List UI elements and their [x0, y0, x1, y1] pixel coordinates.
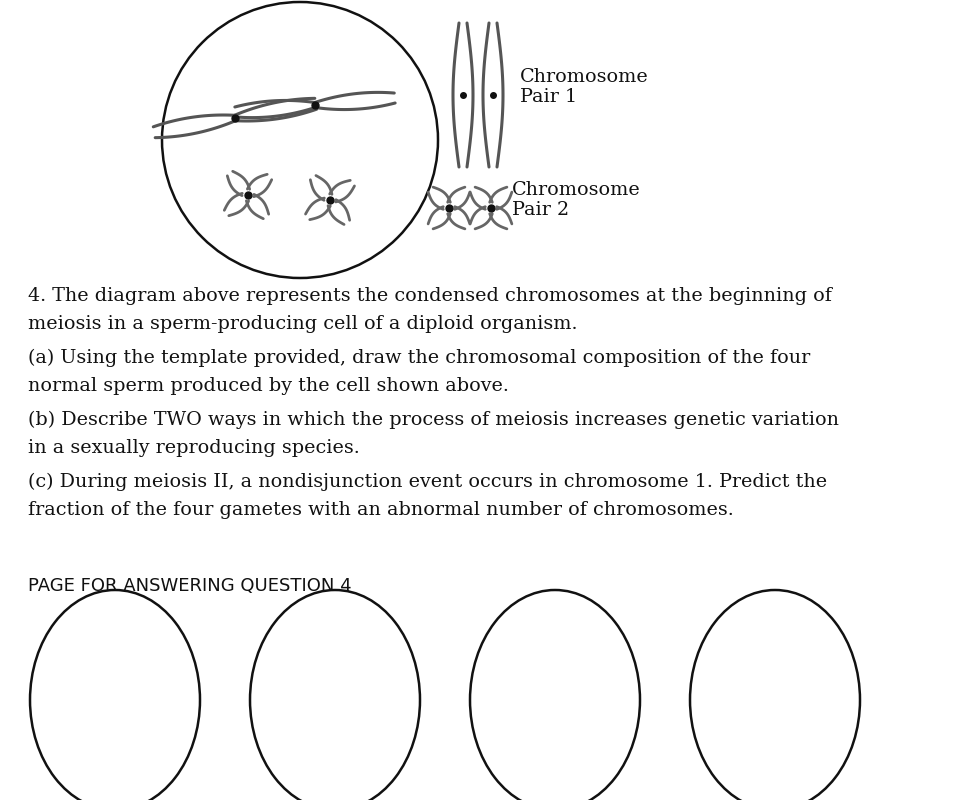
Text: Chromosome
Pair 1: Chromosome Pair 1: [520, 68, 649, 106]
Text: Chromosome
Pair 2: Chromosome Pair 2: [512, 181, 641, 219]
Text: PAGE FOR ANSWERING QUESTION 4: PAGE FOR ANSWERING QUESTION 4: [28, 577, 351, 595]
Text: meiosis in a sperm-producing cell of a diploid organism.: meiosis in a sperm-producing cell of a d…: [28, 315, 578, 333]
Text: normal sperm produced by the cell shown above.: normal sperm produced by the cell shown …: [28, 377, 508, 395]
Text: (a) Using the template provided, draw the chromosomal composition of the four: (a) Using the template provided, draw th…: [28, 349, 810, 367]
Text: in a sexually reproducing species.: in a sexually reproducing species.: [28, 439, 360, 457]
Text: (c) During meiosis II, a nondisjunction event occurs in chromosome 1. Predict th: (c) During meiosis II, a nondisjunction …: [28, 473, 827, 491]
Text: 4. The diagram above represents the condensed chromosomes at the beginning of: 4. The diagram above represents the cond…: [28, 287, 832, 305]
Text: fraction of the four gametes with an abnormal number of chromosomes.: fraction of the four gametes with an abn…: [28, 501, 734, 519]
Text: (b) Describe TWO ways in which the process of meiosis increases genetic variatio: (b) Describe TWO ways in which the proce…: [28, 411, 839, 430]
